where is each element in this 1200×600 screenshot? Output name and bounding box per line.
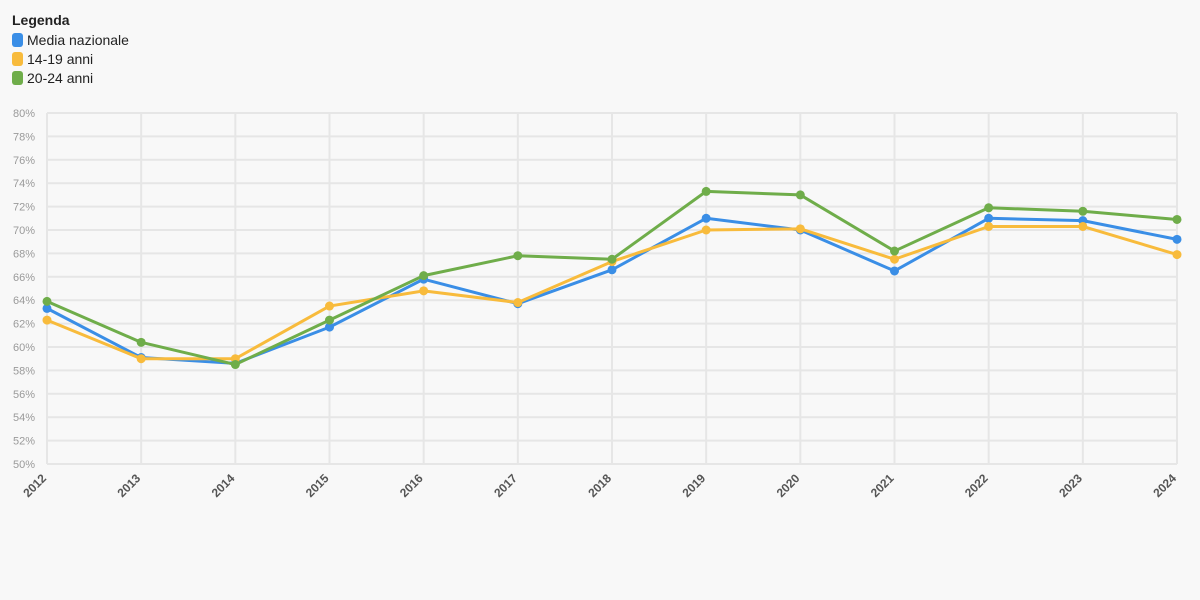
data-point[interactable] bbox=[607, 254, 617, 264]
x-tick-label: 2024 bbox=[1150, 471, 1179, 500]
y-axis-ticks: 50% 52% 54% 56% 58% 60% 62% 64% 66% 68% 70% 72% 74% 7… bbox=[13, 108, 35, 471]
legend-swatch bbox=[12, 70, 23, 85]
legend-label: 14-19 anni bbox=[27, 50, 94, 67]
legend-item: Media nazionale bbox=[12, 30, 129, 49]
data-point[interactable] bbox=[513, 298, 523, 308]
legend-items: Media nazionale 14-19 anni 20-24 anni bbox=[12, 30, 129, 87]
data-point[interactable] bbox=[513, 251, 523, 261]
x-tick-label: 2014 bbox=[209, 471, 238, 500]
y-tick-label: 76% bbox=[13, 155, 35, 167]
x-tick-label: 2019 bbox=[680, 471, 709, 500]
y-tick-label: 78% bbox=[13, 131, 35, 143]
y-tick-label: 74% bbox=[13, 178, 35, 190]
data-point[interactable] bbox=[136, 354, 146, 364]
data-point[interactable] bbox=[607, 265, 617, 275]
data-point[interactable] bbox=[890, 266, 899, 276]
grid-lines bbox=[46, 112, 1178, 465]
x-tick-label: 2015 bbox=[303, 471, 332, 500]
y-tick-label: 56% bbox=[13, 389, 35, 401]
y-tick-label: 64% bbox=[13, 295, 35, 307]
data-point[interactable] bbox=[984, 213, 994, 223]
data-point[interactable] bbox=[890, 254, 899, 264]
legend-item: 20-24 anni bbox=[12, 68, 129, 87]
legend-item: 14-19 anni bbox=[12, 49, 129, 68]
data-point[interactable] bbox=[325, 322, 334, 332]
data-point[interactable] bbox=[42, 315, 52, 325]
data-point[interactable] bbox=[1172, 250, 1182, 260]
x-tick-label: 2012 bbox=[20, 471, 49, 500]
x-tick-label: 2016 bbox=[397, 471, 426, 500]
data-point[interactable] bbox=[1172, 234, 1182, 244]
y-tick-label: 50% bbox=[13, 459, 35, 471]
data-point[interactable] bbox=[1172, 214, 1182, 224]
legend-label: Media nazionale bbox=[27, 31, 129, 48]
data-point[interactable] bbox=[984, 203, 994, 213]
data-point[interactable] bbox=[42, 296, 52, 306]
series-lines bbox=[42, 186, 1182, 370]
data-point[interactable] bbox=[701, 213, 711, 223]
data-point[interactable] bbox=[701, 186, 711, 196]
y-tick-label: 58% bbox=[13, 365, 35, 377]
y-tick-label: 66% bbox=[13, 272, 35, 284]
x-tick-label: 2020 bbox=[774, 471, 803, 500]
y-tick-label: 80% bbox=[13, 108, 35, 120]
data-point[interactable] bbox=[795, 190, 805, 200]
data-point[interactable] bbox=[795, 224, 805, 234]
data-point[interactable] bbox=[230, 360, 240, 370]
x-tick-label: 2013 bbox=[115, 471, 144, 500]
legend-title: Legenda bbox=[12, 12, 70, 28]
data-point[interactable] bbox=[136, 337, 146, 347]
data-point[interactable] bbox=[325, 315, 334, 325]
data-point[interactable] bbox=[1078, 206, 1088, 216]
data-point[interactable] bbox=[890, 246, 899, 256]
y-tick-label: 70% bbox=[13, 225, 35, 237]
legend-label: 20-24 anni bbox=[27, 69, 94, 86]
data-point[interactable] bbox=[419, 286, 429, 296]
y-tick-label: 72% bbox=[13, 202, 35, 214]
y-tick-label: 60% bbox=[13, 342, 35, 354]
data-point[interactable] bbox=[325, 301, 334, 311]
data-point[interactable] bbox=[1078, 221, 1088, 231]
data-point[interactable] bbox=[701, 225, 711, 235]
legend: Legenda Media nazionale 14-19 anni 20-24 a… bbox=[12, 12, 129, 87]
x-tick-label: 2018 bbox=[585, 471, 614, 500]
x-axis-ticks: 2012 2013 2014 2015 2016 2017 2018 2019 2020 2021… bbox=[20, 471, 1179, 500]
y-tick-label: 62% bbox=[13, 319, 35, 331]
legend-swatch bbox=[12, 51, 23, 66]
x-tick-label: 2017 bbox=[491, 471, 520, 500]
y-tick-label: 52% bbox=[13, 436, 35, 448]
y-tick-label: 54% bbox=[13, 412, 35, 424]
y-tick-label: 68% bbox=[13, 248, 35, 260]
x-tick-label: 2022 bbox=[962, 471, 991, 500]
data-point[interactable] bbox=[984, 221, 994, 231]
legend-swatch bbox=[12, 32, 23, 47]
x-tick-label: 2023 bbox=[1056, 471, 1085, 500]
data-point[interactable] bbox=[42, 303, 52, 313]
x-tick-label: 2021 bbox=[868, 471, 897, 500]
series-group bbox=[42, 186, 1182, 370]
data-point[interactable] bbox=[419, 271, 429, 281]
